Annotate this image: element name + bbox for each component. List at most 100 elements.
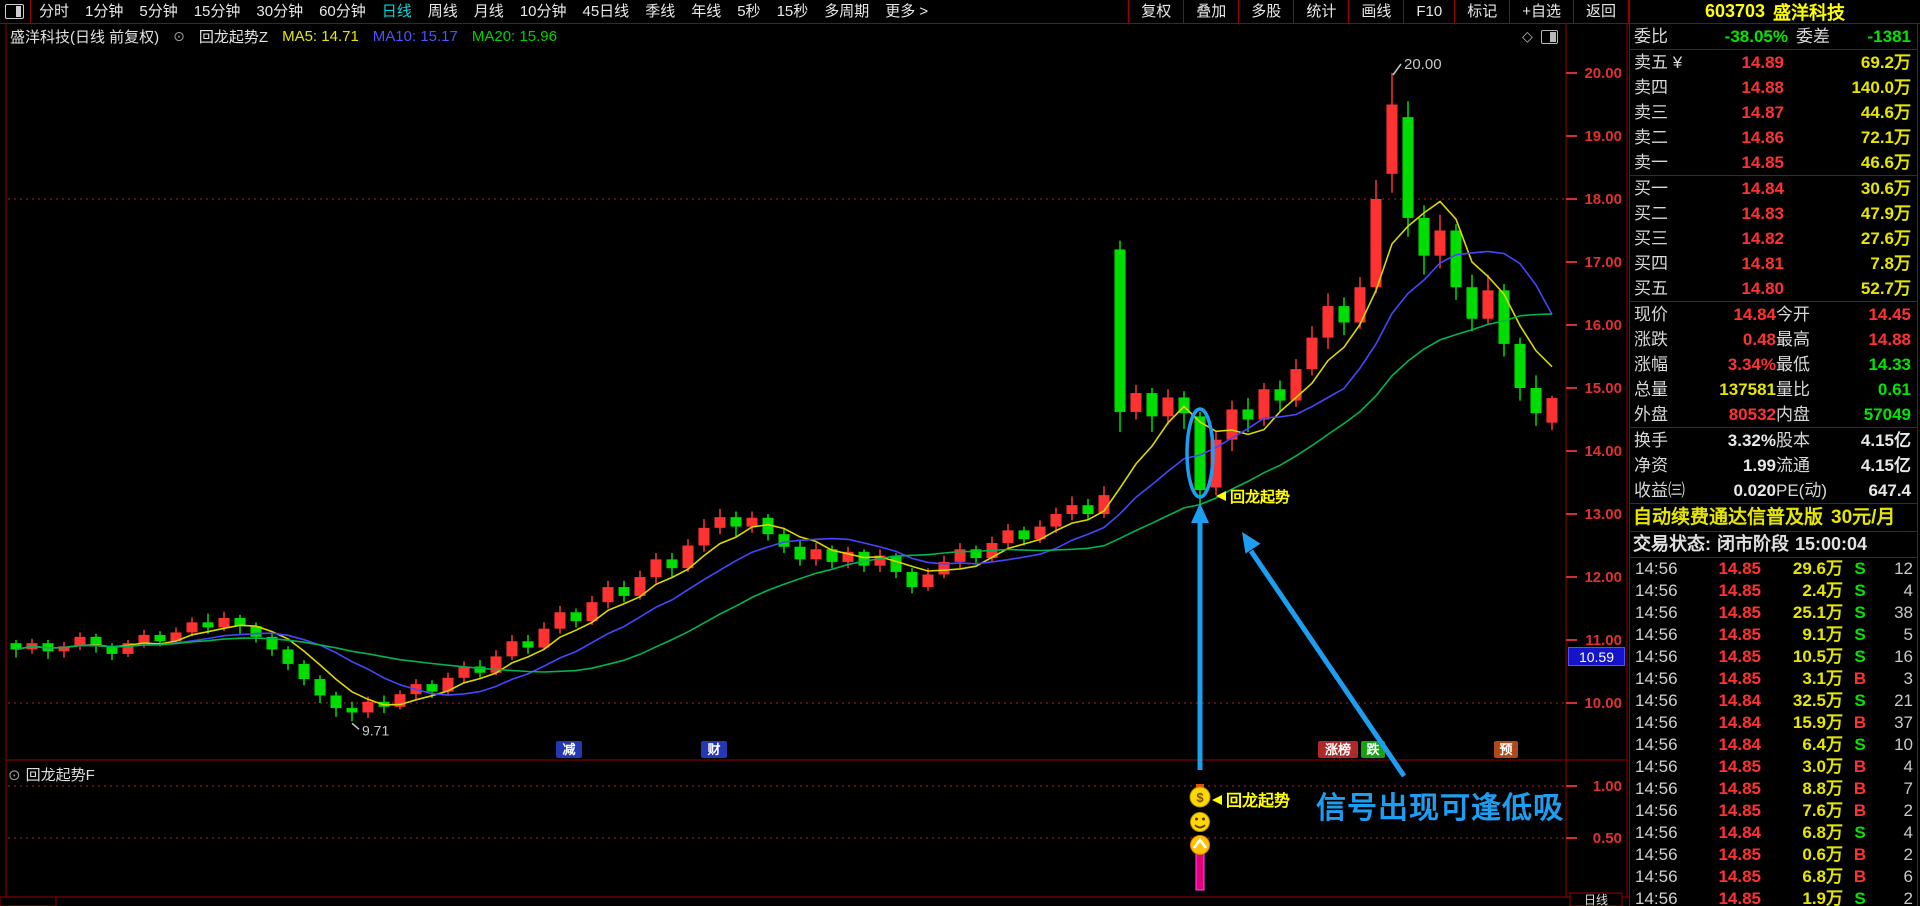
transaction-volume: 10.5万 [1792, 647, 1843, 666]
period-tab[interactable]: 45日线 [582, 3, 630, 20]
transaction-price: 14.85 [1718, 625, 1761, 644]
transaction-count: 2 [1903, 889, 1913, 906]
chart-badge[interactable] [1318, 741, 1358, 758]
stat-label: 收益㈢ [1634, 481, 1685, 500]
toolbar-button[interactable]: 画线 [1348, 0, 1403, 23]
price-axis-label: 14.00 [1584, 443, 1622, 460]
candle-body [682, 545, 694, 569]
ma10-value: MA10: 15.17 [372, 27, 458, 45]
stat-row: 涨跌 0.48 最高 14.88 [1630, 327, 1917, 352]
stat-value: 4.15亿 [1860, 431, 1911, 450]
candle-body [1082, 505, 1094, 514]
period-tab[interactable]: 15秒 [776, 3, 809, 20]
period-tab[interactable]: 30分钟 [256, 3, 304, 20]
period-tab[interactable]: 月线 [473, 3, 504, 20]
orderbook-row[interactable]: 卖一 14.85 46.6万 [1630, 150, 1917, 175]
orderbook-row[interactable]: 买一 14.84 30.6万 [1630, 176, 1917, 201]
chart-badge[interactable] [701, 741, 727, 758]
smiley-icon [1190, 812, 1210, 832]
period-tab[interactable]: 15分钟 [193, 3, 241, 20]
candle-body [602, 587, 614, 603]
orderbook-volume: 46.6万 [1860, 153, 1911, 172]
period-tab[interactable]: 多周期 [824, 3, 870, 20]
toolbar-button[interactable]: 返回 [1572, 0, 1629, 23]
candle-body [298, 663, 310, 680]
candle-body [1210, 439, 1222, 488]
signal-circle-annotation [1185, 407, 1215, 499]
orderbook-row[interactable]: 买三 14.82 27.6万 [1630, 226, 1917, 251]
window-layout-icon[interactable] [5, 4, 24, 19]
period-tab[interactable]: 60分钟 [319, 3, 366, 20]
orderbook-row[interactable]: 卖三 14.87 44.6万 [1630, 100, 1917, 125]
stat-value: 14.88 [1868, 330, 1911, 349]
period-tab[interactable]: 更多 > [885, 3, 929, 20]
candle-body [442, 677, 454, 692]
period-tab[interactable]: 5分钟 [139, 3, 178, 20]
sub-indicator-name[interactable]: 回龙起势F [25, 767, 95, 784]
sub-indicator-dropdown-icon[interactable]: ⊙ [8, 766, 21, 784]
weicha-value: -1381 [1867, 27, 1911, 46]
period-tab[interactable]: 周线 [427, 3, 458, 20]
transaction-time: 14:56 [1635, 735, 1678, 754]
toolbar-button[interactable]: 多股 [1238, 0, 1293, 23]
chart-badge-label: 减 [562, 742, 575, 757]
toolbar-button[interactable]: F10 [1403, 0, 1454, 23]
orderbook-row[interactable]: 卖五 ¥ 14.89 69.2万 [1630, 50, 1917, 75]
orderbook-row[interactable]: 买四 14.81 7.8万 [1630, 251, 1917, 276]
transaction-row: 14:56 14.85 25.1万 S 38 [1630, 602, 1917, 624]
transaction-volume: 7.6万 [1802, 801, 1843, 820]
transaction-volume: 6.4万 [1802, 735, 1843, 754]
transaction-row: 14:56 14.85 8.8万 B 7 [1630, 778, 1917, 800]
period-tab[interactable]: 季线 [645, 3, 676, 20]
orderbook-volume: 140.0万 [1851, 78, 1911, 97]
toolbar-button[interactable]: 统计 [1293, 0, 1348, 23]
orderbook-row[interactable]: 买五 14.80 52.7万 [1630, 276, 1917, 301]
transaction-count: 4 [1903, 823, 1913, 842]
ask-levels: 卖五 ¥14.89 69.2万 卖四 14.88 140.0万 卖三 14.87 44.6万卖… [1630, 50, 1917, 176]
weibi-value: -38.05% [1724, 27, 1788, 46]
transaction-price: 14.85 [1718, 603, 1761, 622]
orderbook-row[interactable]: 卖四 14.88 140.0万 [1630, 75, 1917, 100]
chart-badge[interactable] [1361, 741, 1385, 758]
transaction-count: 16 [1894, 647, 1913, 666]
orderbook-row[interactable]: 买二 14.83 47.9万 [1630, 201, 1917, 226]
chart-badge[interactable] [556, 741, 582, 758]
transaction-price: 14.85 [1718, 779, 1761, 798]
period-tab[interactable]: 10分钟 [519, 3, 567, 20]
transaction-row: 14:56 14.84 15.9万 B 37 [1630, 712, 1917, 734]
period-tab[interactable]: 分时 [39, 3, 70, 20]
transaction-time: 14:56 [1635, 779, 1678, 798]
sub-axis-label: 0.50 [1593, 830, 1622, 847]
candle-body [506, 641, 518, 657]
period-tab[interactable]: 日线 [381, 3, 412, 20]
toolbar-button[interactable]: 叠加 [1183, 0, 1238, 23]
indicator-name[interactable]: 回龙起势Z [198, 28, 269, 46]
candle-body [890, 555, 902, 572]
bottom-period-box[interactable] [1569, 892, 1623, 906]
toolbar-button[interactable]: 标记 [1454, 0, 1509, 23]
candle-body [1466, 287, 1478, 319]
transaction-count: 12 [1894, 559, 1913, 578]
chart-badge[interactable] [1494, 741, 1518, 758]
period-tab[interactable]: 1分钟 [85, 3, 124, 20]
toolbar-button[interactable]: +自选 [1509, 0, 1573, 23]
stat-row: 现价 14.84 今开 14.45 [1630, 302, 1917, 327]
indicator-dropdown-icon[interactable]: ⊙ [173, 27, 185, 44]
candle-body [122, 643, 134, 654]
transaction-list[interactable]: 14:56 14.85 29.6万 S 12 14:56 14.85 2.4万 S 4 14:56 1… [1630, 558, 1917, 906]
chart-corner-icons: ◇ [1522, 28, 1558, 45]
period-tab[interactable]: 5秒 [737, 3, 761, 20]
orderbook-row[interactable]: 卖二 14.86 72.1万 [1630, 125, 1917, 150]
diamond-icon[interactable]: ◇ [1522, 28, 1533, 44]
period-tab[interactable]: 年线 [691, 3, 722, 20]
transaction-count: 2 [1903, 801, 1913, 820]
trade-status-value: 闭市阶段 [1717, 534, 1789, 554]
subscription-banner[interactable]: 自动续费通达信普及版 30元/月 [1630, 504, 1917, 532]
transaction-time: 14:56 [1635, 867, 1678, 886]
split-view-icon[interactable] [1540, 29, 1558, 44]
orderbook-level-label: 卖四 [1634, 78, 1668, 97]
candle-body [650, 559, 662, 577]
toolbar-button[interactable]: 复权 [1128, 0, 1183, 23]
transaction-time: 14:56 [1635, 581, 1678, 600]
candle-body [1434, 230, 1446, 256]
